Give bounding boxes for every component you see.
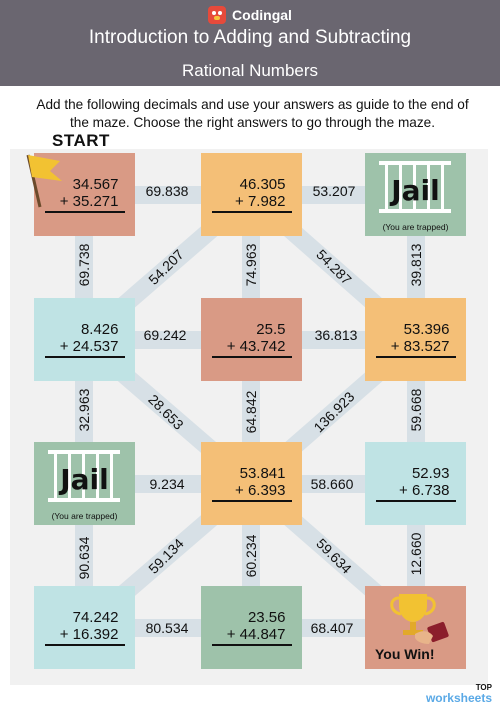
maze-box-r4c2[interactable]: 23.56 + 44.847 <box>201 586 302 669</box>
addition-problem: 74.242 + 16.392 <box>44 609 125 646</box>
maze-box-r2c1[interactable]: 8.426 + 24.537 <box>34 298 135 381</box>
addend-1: 53.396 <box>403 321 450 338</box>
addition-problem: 23.56 + 44.847 <box>211 609 292 646</box>
answer-label[interactable]: 53.207 <box>312 183 356 199</box>
page-title-line2: Rational Numbers <box>181 61 319 80</box>
page-title-line1: Introduction to Adding and Subtracting <box>88 27 412 48</box>
jail-bars-icon <box>379 161 451 213</box>
answer-label[interactable]: 59.668 <box>408 388 424 432</box>
answer-label[interactable]: 64.842 <box>243 390 259 434</box>
jail-subtitle: (You are trapped) <box>51 511 118 521</box>
answer-label[interactable]: 58.660 <box>310 476 354 492</box>
maze-box-finish[interactable]: You Win! <box>365 586 466 669</box>
instructions-text: Add the following decimals and use your … <box>36 97 469 130</box>
header-banner: Codingal Introduction to Adding and Subt… <box>0 0 500 86</box>
brand: Codingal <box>0 6 500 24</box>
addition-problem: 34.567 + 35.271 <box>44 176 125 213</box>
addend-2: + 83.527 <box>375 338 456 358</box>
maze-box-jail-2[interactable]: Jail (You are trapped) <box>34 442 135 525</box>
addend-2: + 43.742 <box>211 338 292 358</box>
addend-2: + 35.271 <box>44 193 125 213</box>
answer-label[interactable]: 60.234 <box>243 534 259 578</box>
addition-problem: 53.396 + 83.527 <box>375 321 456 358</box>
brand-name: Codingal <box>232 7 292 23</box>
addend-1: 34.567 <box>72 176 119 193</box>
answer-label[interactable]: 69.738 <box>76 243 92 287</box>
maze-box-jail-1[interactable]: Jail (You are trapped) <box>365 153 466 236</box>
addend-1: 23.56 <box>247 609 286 626</box>
addition-problem: 25.5 + 43.742 <box>211 321 292 358</box>
answer-label[interactable]: 68.407 <box>310 620 354 636</box>
maze-box-r2c3[interactable]: 53.396 + 83.527 <box>365 298 466 381</box>
answer-label[interactable]: 32.963 <box>76 388 92 432</box>
jail-label: Jail <box>60 463 109 496</box>
addition-problem: 53.841 + 6.393 <box>211 465 292 502</box>
answer-label[interactable]: 69.838 <box>145 183 189 199</box>
addend-1: 8.426 <box>80 321 119 338</box>
jail-bars-icon <box>48 450 120 502</box>
footer-brand-text: worksheets <box>425 691 492 705</box>
jail-subtitle: (You are trapped) <box>382 222 449 232</box>
start-label: START <box>52 131 110 150</box>
addition-problem: 46.305 + 7.982 <box>211 176 292 213</box>
answer-label[interactable]: 9.234 <box>149 476 185 492</box>
addend-2: + 24.537 <box>44 338 125 358</box>
addend-1: 25.5 <box>256 321 286 338</box>
addend-2: + 44.847 <box>211 626 292 646</box>
maze-box-r2c2[interactable]: 25.5 + 43.742 <box>201 298 302 381</box>
addend-2: + 6.393 <box>211 482 292 502</box>
you-win-label: You Win! <box>375 646 435 662</box>
answer-label[interactable]: 36.813 <box>314 327 358 343</box>
maze-box-r4c1[interactable]: 74.242 + 16.392 <box>34 586 135 669</box>
trophy-icon <box>390 594 449 644</box>
jail-label: Jail <box>391 174 440 207</box>
addition-problem: 8.426 + 24.537 <box>44 321 125 358</box>
addition-problem: 52.93 + 6.738 <box>375 465 456 502</box>
answer-label[interactable]: 12.660 <box>408 532 424 576</box>
maze-box-r1c2[interactable]: 46.305 + 7.982 <box>201 153 302 236</box>
addend-2: + 16.392 <box>44 626 125 646</box>
footer-top-text: TOP <box>475 683 492 692</box>
top-worksheets-logo: TOP worksheets <box>426 682 492 704</box>
maze-box-r3c2[interactable]: 53.841 + 6.393 <box>201 442 302 525</box>
answer-label[interactable]: 39.813 <box>408 243 424 287</box>
addend-1: 46.305 <box>239 176 286 193</box>
addend-2: + 7.982 <box>211 193 292 213</box>
addend-1: 53.841 <box>239 465 286 482</box>
addend-1: 74.242 <box>72 609 119 626</box>
maze-box-r1c1[interactable]: 34.567 + 35.271 <box>26 153 135 236</box>
answer-label[interactable]: 74.963 <box>243 243 259 287</box>
answer-label[interactable]: 69.242 <box>143 327 187 343</box>
answer-label[interactable]: 90.634 <box>76 536 92 580</box>
addend-1: 52.93 <box>411 465 450 482</box>
maze-box-r3c3[interactable]: 52.93 + 6.738 <box>365 442 466 525</box>
addend-2: + 6.738 <box>375 482 456 502</box>
answer-label[interactable]: 80.534 <box>145 620 189 636</box>
codingal-logo-icon <box>208 6 227 24</box>
start-flag-icon <box>26 154 62 208</box>
